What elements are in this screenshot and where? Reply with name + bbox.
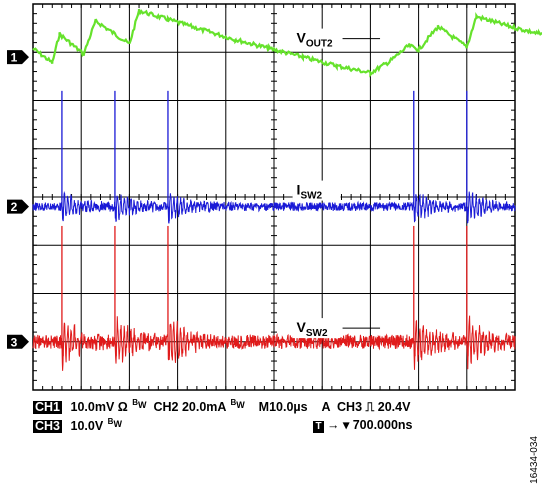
- ch3-badge: CH3: [33, 419, 63, 433]
- status-line-1: CH1 10.0mV Ω BW CH2 20.0mA BW M10.0µs A …: [33, 398, 410, 415]
- status-line-2: CH3 10.0V BW: [33, 417, 122, 433]
- vout2-label-bg: [292, 28, 341, 49]
- ch1-scale: 10.0mV Ω: [70, 400, 128, 414]
- isw2-label: ISW2: [297, 182, 323, 202]
- trigger-mode: A: [321, 400, 331, 414]
- trigger-channel: CH3: [337, 400, 363, 414]
- isw2-label-bg: [292, 180, 341, 201]
- vsw2-label-bg: [292, 318, 341, 339]
- ch2-bw-flag: BW: [230, 398, 245, 410]
- trigger-position-icon: T: [313, 421, 324, 433]
- figure-id: 16434-034: [529, 436, 540, 484]
- channel-marker-1: 1: [7, 50, 29, 65]
- ch2-scale: CH2 20.0mA: [153, 400, 227, 414]
- channel-marker-2: 2: [7, 199, 29, 214]
- ch3-bw-flag: BW: [107, 417, 122, 429]
- svg-text:2: 2: [11, 200, 18, 214]
- ch1-badge: CH1: [33, 400, 63, 414]
- timebase: M10.0µs: [258, 400, 308, 414]
- ch1-bw-flag: BW: [132, 398, 147, 410]
- ch3-scale: 10.0V: [70, 419, 104, 433]
- vsw2-trace: [32, 315, 516, 371]
- oscilloscope-plot: 1 2 3 VOUT2 ISW2 VSW2: [7, 3, 542, 391]
- isw2-trace: [32, 191, 516, 224]
- vout2-trace: [32, 8, 542, 78]
- trigger-position: → ▾ 700.000ns: [327, 418, 413, 432]
- channel-marker-3: 3: [7, 334, 29, 349]
- vsw2-label: VSW2: [297, 319, 328, 339]
- trigger-level: 20.4V: [377, 400, 411, 414]
- vout2-label: VOUT2: [297, 30, 333, 50]
- trigger-position-readout: T → ▾ 700.000ns: [313, 417, 413, 433]
- svg-text:1: 1: [11, 51, 18, 65]
- trigger-slope-icon: ⎍: [365, 400, 375, 414]
- svg-text:3: 3: [11, 335, 18, 349]
